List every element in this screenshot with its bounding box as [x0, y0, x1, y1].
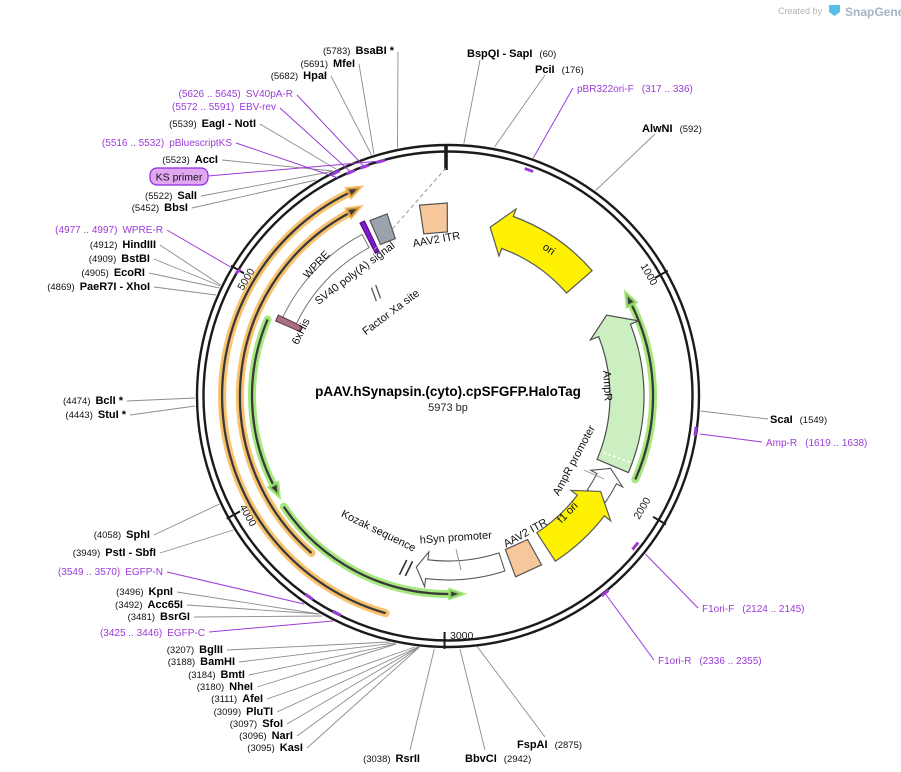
feature-f1-ori-arrow[interactable]: [535, 489, 612, 563]
features-layer: [274, 167, 645, 589]
site-label-bcli[interactable]: (4474) BclI *: [63, 395, 124, 407]
site-label-mfei[interactable]: (5691) MfeI: [301, 58, 355, 70]
feature-aav2-itr-top-box[interactable]: [418, 202, 449, 235]
feature-label-factor-xa[interactable]: Factor Xa site: [360, 287, 421, 337]
factor-xa-site-marker[interactable]: [369, 284, 383, 302]
watermark-created-by: Created by: [778, 6, 823, 16]
cds-arc-ampr[interactable]: [630, 303, 655, 480]
site-label-bbvci[interactable]: BbvCI (2942): [465, 753, 531, 765]
cds-arrowhead-orange-outer: [344, 185, 365, 201]
site-label-pluti[interactable]: (3099) PluTI: [214, 706, 273, 718]
primer-labels: (5626 .. 5645) SV40pA-R (5572 .. 5591) EBV…: [55, 84, 867, 667]
plasmid-title-group: pAAV.hSynapsin.(cyto).cpSFGFP.HaloTag 59…: [315, 384, 581, 414]
site-label-psti-sbfi[interactable]: (3949) PstI - SbfI: [73, 547, 156, 559]
scale-ticks: [226, 264, 669, 650]
watermark-brand: SnapGene: [845, 5, 901, 19]
plasmid-backbone: 1000 2000 3000 4000 5000: [195, 143, 701, 650]
cds-arrowhead-ampr: [623, 289, 639, 310]
site-label-nhei[interactable]: (3180) NheI: [197, 681, 253, 693]
primer-label-ks-primer[interactable]: KS primer: [149, 167, 209, 186]
feature-wpre-band[interactable]: [282, 233, 370, 325]
origin-dashed-leader: [371, 167, 447, 253]
cds-arc-green-bottom[interactable]: [282, 506, 450, 596]
primer-label-egfp-n[interactable]: (3549 .. 3570) EGFP-N: [58, 567, 163, 578]
feature-violet-box[interactable]: [359, 220, 380, 255]
site-label-bsrgi[interactable]: (3481) BsrGI: [128, 611, 190, 623]
feature-ori-arrow[interactable]: [489, 207, 593, 294]
site-label-bstbi[interactable]: (4909) BstBI: [89, 253, 150, 265]
cds-arc-green-left[interactable]: [250, 318, 275, 486]
primer-label-sv40pa-r[interactable]: (5626 .. 5645) SV40pA-R: [178, 89, 293, 100]
primer-label-egfp-c[interactable]: (3425 .. 3446) EGFP-C: [100, 628, 205, 639]
cds-arc-orange-outer[interactable]: [220, 191, 387, 615]
cds-arc-orange-inner[interactable]: [238, 212, 350, 554]
site-label-eagi-noti[interactable]: (5539) EagI - NotI: [169, 118, 256, 130]
site-label-paer7i-xhoi[interactable]: (4869) PaeR7I - XhoI: [47, 281, 150, 293]
ks-primer-text: KS primer: [156, 172, 203, 184]
site-label-afei[interactable]: (3111) AfeI: [211, 693, 263, 705]
feature-6xhis-box[interactable]: [274, 314, 303, 333]
site-label-bglii[interactable]: (3207) BglII: [167, 644, 223, 656]
feature-label-ori[interactable]: ori: [540, 241, 557, 258]
site-label-hindiii[interactable]: (4912) HindIII: [90, 239, 156, 251]
site-label-sali[interactable]: (5522) SalI: [145, 190, 197, 202]
primer-ring-marks: [234, 158, 698, 617]
primer-label-f1ori-r[interactable]: F1ori-R (2336 .. 2355): [658, 656, 762, 667]
site-label-bmti[interactable]: (3184) BmtI: [188, 669, 245, 681]
site-label-acci[interactable]: (5523) AccI: [162, 154, 218, 166]
primer-leader-lines: [166, 87, 763, 661]
site-label-bbsi[interactable]: (5452) BbsI: [132, 202, 188, 214]
site-label-scai[interactable]: ScaI (1549): [770, 414, 827, 426]
cds-arrowhead-green-left: [266, 480, 282, 501]
feature-label-aav2-itr-top[interactable]: AAV2 ITR: [412, 230, 461, 250]
feature-label-hsyn-promoter[interactable]: hSyn promoter: [419, 529, 492, 546]
plasmid-name: pAAV.hSynapsin.(cyto).cpSFGFP.HaloTag: [315, 384, 581, 399]
tick-label-1000: 1000: [638, 261, 660, 287]
site-label-kasi[interactable]: (3095) KasI: [247, 742, 303, 754]
site-label-ecori[interactable]: (4905) EcoRI: [81, 267, 145, 279]
site-label-acc65i[interactable]: (3492) Acc65I: [115, 599, 183, 611]
kozak-site-marker[interactable]: [398, 559, 414, 577]
site-label-sfoi[interactable]: (3097) SfoI: [230, 718, 283, 730]
primer-label-pbluescriptks[interactable]: (5516 .. 5532) pBluescriptKS: [102, 138, 232, 149]
site-label-bspqi-sapi[interactable]: BspQI - SapI (60): [467, 48, 556, 60]
site-label-sphi[interactable]: (4058) SphI: [94, 529, 150, 541]
site-label-rsrii[interactable]: (3038) RsrII: [363, 753, 420, 765]
feature-label-kozak[interactable]: Kozak sequence: [339, 508, 417, 554]
primer-label-pbr322ori-f[interactable]: pBR322ori-F (317 .. 336): [577, 84, 693, 95]
site-label-hpai[interactable]: (5682) HpaI: [271, 70, 327, 82]
site-label-kpni[interactable]: (3496) KpnI: [116, 586, 173, 598]
tick-label-3000: 3000: [450, 630, 474, 642]
site-labels: (5783) BsaBI * (5691) MfeI (5682) HpaI (553…: [47, 45, 827, 765]
site-label-fspai[interactable]: FspAI (2875): [517, 739, 582, 751]
watermark: Created by SnapGene: [778, 5, 901, 19]
site-label-pcii[interactable]: PciI (176): [535, 64, 584, 76]
primer-label-ebv-rev[interactable]: (5572 .. 5591) EBV-rev: [172, 102, 276, 113]
tick-label-2000: 2000: [631, 495, 653, 521]
cds-arrowhead-green-bottom: [448, 587, 468, 601]
site-label-alwni[interactable]: AlwNI (592): [642, 123, 702, 135]
cds-arrowhead-orange-inner: [343, 205, 364, 221]
site-label-bamhi[interactable]: (3188) BamHI: [168, 656, 235, 668]
feature-aav2-itr-bottom-box[interactable]: [504, 538, 543, 578]
primer-label-wpre-r[interactable]: (4977 .. 4997) WPRE-R: [55, 225, 163, 236]
ks-primer-box[interactable]: [149, 167, 209, 186]
feature-ampr-arrow[interactable]: [588, 314, 645, 474]
site-label-stui[interactable]: (4443) StuI *: [65, 409, 126, 421]
site-leader-lines: [126, 51, 769, 751]
snapgene-logo-icon: [829, 5, 840, 16]
primer-label-amp-r[interactable]: Amp-R (1619 .. 1638): [766, 438, 867, 449]
feature-label-ampr[interactable]: AmpR: [600, 370, 614, 401]
plasmid-size: 5973 bp: [428, 402, 468, 414]
feature-sv40-polya-box[interactable]: [369, 213, 397, 246]
cds-arcs: [218, 185, 657, 618]
site-label-nari[interactable]: (3096) NarI: [239, 730, 293, 742]
primer-label-f1ori-f[interactable]: F1ori-F (2124 .. 2145): [702, 604, 805, 615]
site-label-bsabi[interactable]: (5783) BsaBI *: [323, 45, 395, 57]
